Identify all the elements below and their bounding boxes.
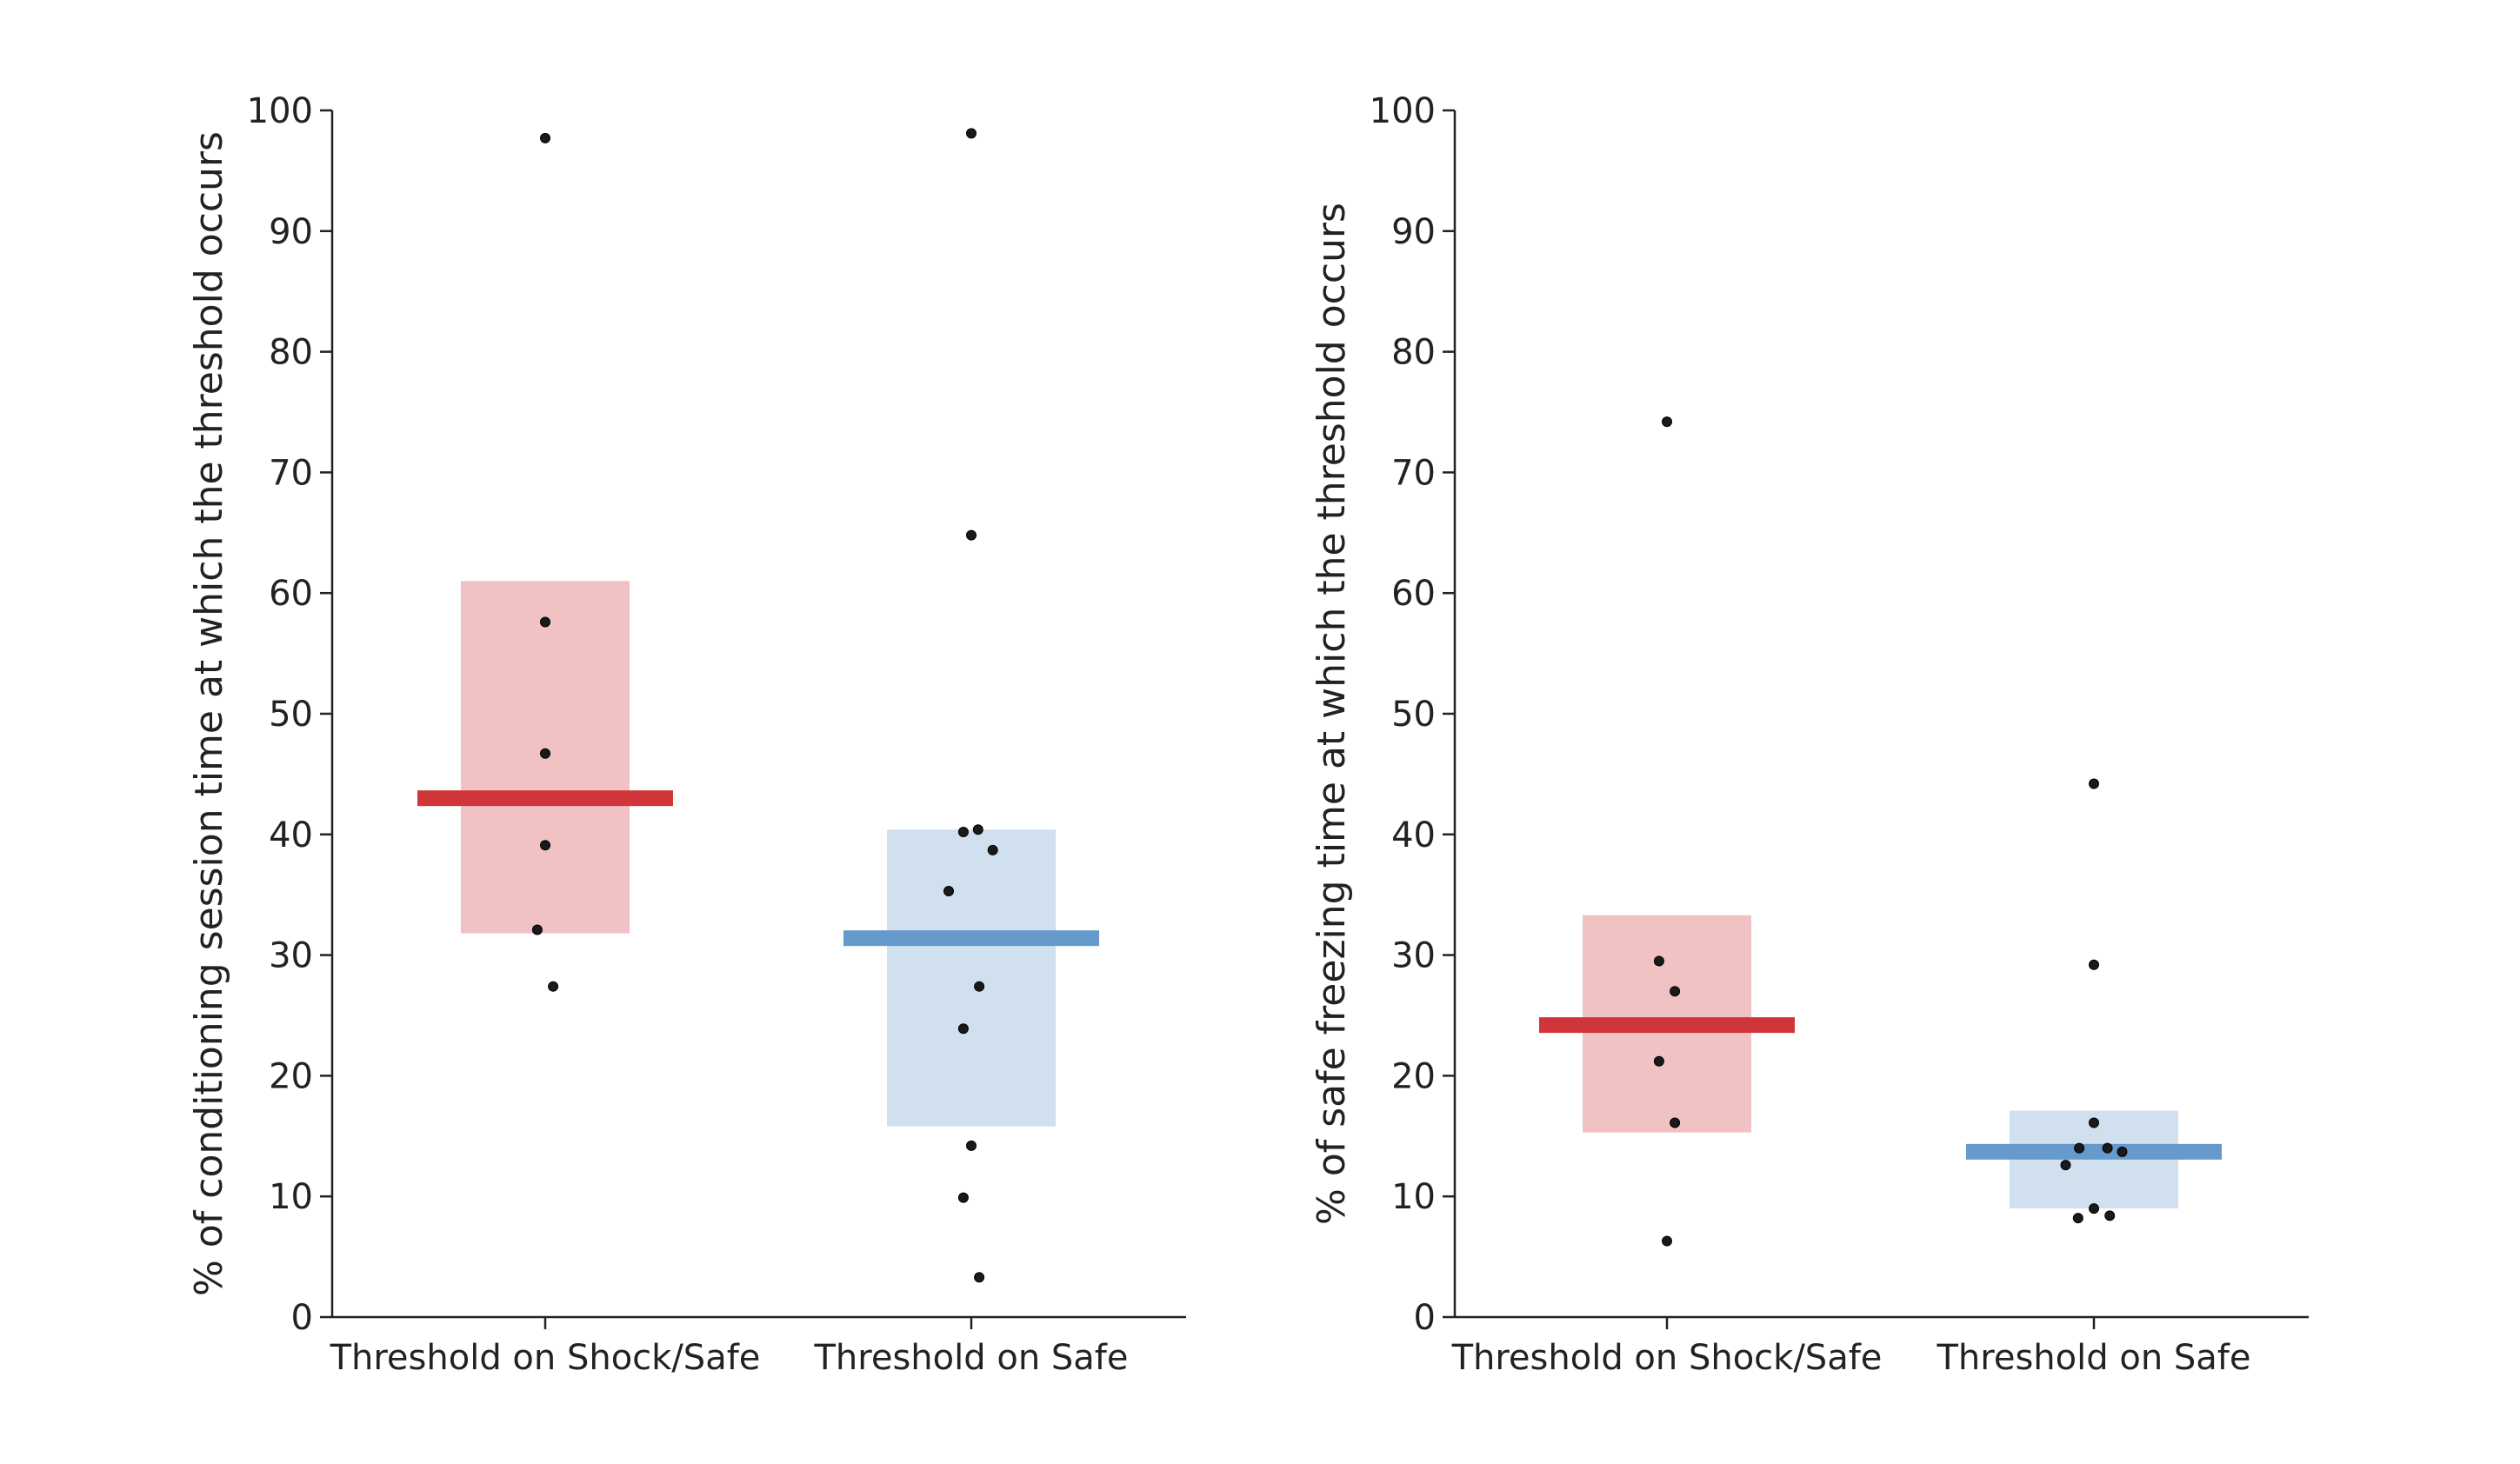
- y-tick-label: 40: [1391, 815, 1436, 855]
- data-point: [957, 827, 969, 838]
- y-tick-label: 30: [1391, 936, 1436, 976]
- y-tick-label: 30: [269, 936, 313, 976]
- data-point: [972, 824, 983, 835]
- data-point: [1670, 986, 1681, 997]
- data-point: [540, 132, 550, 143]
- y-tick-label: 10: [1391, 1177, 1436, 1217]
- y-tick-label: 80: [1391, 333, 1436, 373]
- data-point: [2102, 1142, 2113, 1154]
- y-tick-label: 0: [291, 1298, 313, 1338]
- data-point: [2117, 1146, 2128, 1157]
- y-tick-label: 100: [247, 91, 313, 131]
- data-point: [2074, 1142, 2085, 1154]
- range-box: [887, 829, 1056, 1127]
- y-tick-label: 10: [269, 1177, 313, 1217]
- x-category-label: Threshold on Safe: [814, 1338, 1129, 1378]
- data-point: [2089, 1117, 2099, 1128]
- data-point: [1653, 955, 1664, 967]
- data-point: [540, 616, 550, 628]
- data-point: [974, 1272, 985, 1283]
- y-tick-label: 70: [1391, 453, 1436, 493]
- data-point: [987, 844, 998, 855]
- y-tick-label: 60: [269, 574, 313, 614]
- y-tick-label: 90: [269, 212, 313, 252]
- data-point: [1653, 1055, 1664, 1067]
- data-point: [2089, 778, 2099, 789]
- data-point: [540, 748, 550, 759]
- y-tick-label: 80: [269, 333, 313, 373]
- data-point: [2060, 1160, 2071, 1171]
- mean-bar: [1539, 1017, 1795, 1034]
- data-point: [548, 981, 559, 992]
- mean-bar: [843, 930, 1099, 947]
- y-tick-label: 50: [1391, 695, 1436, 735]
- mean-bar: [417, 790, 673, 807]
- y-axis-title: % of conditioning session time at which …: [187, 131, 231, 1296]
- data-point: [2072, 1213, 2083, 1224]
- y-tick-label: 20: [269, 1056, 313, 1096]
- x-category-label: Threshold on Safe: [1937, 1338, 2251, 1378]
- y-tick-label: 20: [1391, 1056, 1436, 1096]
- left-panel: 0 10 20 30 40 50 60 70 80 90 100 Threshold on Shock…: [187, 91, 1186, 1378]
- x-category-label: Threshold on Shock/Safe: [330, 1338, 761, 1378]
- data-point: [2104, 1210, 2116, 1221]
- mean-bar: [1966, 1143, 2222, 1160]
- data-point: [966, 128, 977, 139]
- right-panel: 0 10 20 30 40 50 60 70 80 90 100 Threshold on Shock…: [1310, 91, 2309, 1378]
- y-tick-label: 60: [1391, 574, 1436, 614]
- data-point: [966, 529, 977, 541]
- y-tick-label: 50: [269, 695, 313, 735]
- data-point: [2089, 1203, 2099, 1214]
- data-point: [1662, 1235, 1672, 1247]
- data-point: [966, 1140, 977, 1151]
- data-point: [974, 981, 985, 992]
- y-tick-label: 90: [1391, 212, 1436, 252]
- y-tick-label: 100: [1370, 91, 1436, 131]
- data-point: [943, 886, 954, 897]
- x-category-label: Threshold on Shock/Safe: [1451, 1338, 1883, 1378]
- y-tick-label: 40: [269, 815, 313, 855]
- data-point: [1670, 1117, 1681, 1128]
- data-point: [957, 1192, 969, 1203]
- data-point: [2089, 959, 2099, 970]
- y-tick-label: 70: [269, 453, 313, 493]
- data-point: [540, 840, 550, 851]
- y-axis-title: % of safe freezing time at which the thr…: [1310, 203, 1354, 1225]
- data-point: [531, 924, 543, 935]
- y-tick-label: 0: [1414, 1298, 1436, 1338]
- data-point: [957, 1023, 969, 1035]
- data-point: [1662, 416, 1672, 428]
